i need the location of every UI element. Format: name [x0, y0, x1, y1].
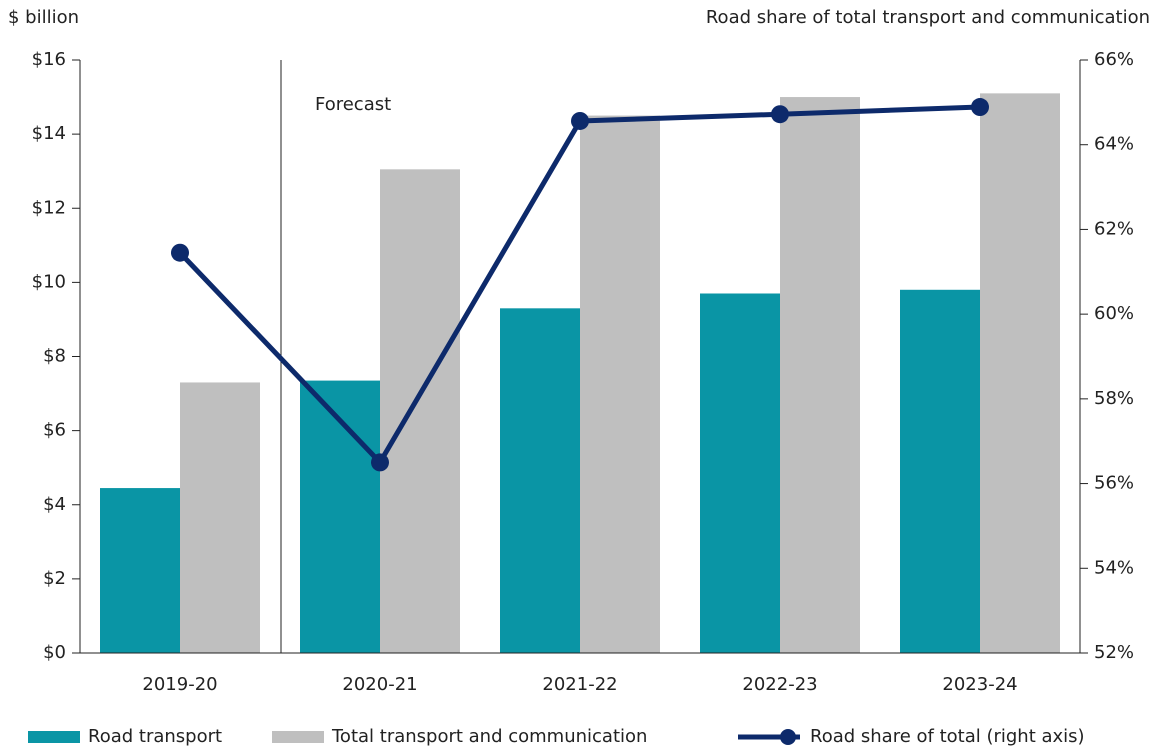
line-point [371, 453, 389, 472]
y2-tick-label: 56% [1094, 473, 1134, 494]
x-tick-label: 2020-21 [342, 674, 417, 695]
legend-swatch [28, 731, 80, 743]
line-point [171, 243, 189, 262]
legend-label: Road transport [88, 726, 222, 747]
bar [780, 97, 860, 653]
bar [580, 115, 660, 653]
y2-tick-label: 60% [1094, 303, 1134, 324]
bar [900, 289, 980, 653]
legend-label: Total transport and communication [331, 726, 647, 747]
legend-label: Road share of total (right axis) [810, 726, 1085, 747]
y2-tick-label: 58% [1094, 388, 1134, 409]
bar [100, 488, 180, 653]
y2-axis-label: Road share of total transport and commun… [706, 7, 1150, 28]
y2-tick-label: 64% [1094, 134, 1134, 155]
bar [180, 382, 260, 653]
y-tick-label: $12 [32, 197, 66, 218]
x-tick-label: 2023-24 [942, 674, 1017, 695]
bar [300, 380, 380, 653]
y-tick-label: $0 [43, 642, 66, 663]
bar [700, 293, 780, 653]
line-point [571, 111, 589, 130]
bar [500, 308, 580, 653]
x-tick-label: 2021-22 [542, 674, 617, 695]
y2-tick-label: 54% [1094, 557, 1134, 578]
y-tick-label: $10 [32, 271, 66, 292]
x-tick-label: 2019-20 [142, 674, 217, 695]
line-point [771, 105, 789, 124]
y-tick-label: $14 [32, 123, 66, 144]
y-tick-label: $6 [43, 420, 66, 441]
y2-tick-label: 62% [1094, 218, 1134, 239]
legend-swatch [780, 729, 796, 745]
y-tick-label: $4 [43, 494, 66, 515]
y2-tick-label: 66% [1094, 49, 1134, 70]
line-point [971, 98, 989, 117]
y-tick-label: $16 [32, 49, 66, 70]
y-tick-label: $2 [43, 568, 66, 589]
y-axis-label: $ billion [8, 7, 79, 28]
x-tick-label: 2022-23 [742, 674, 817, 695]
bar [380, 169, 460, 653]
y-tick-label: $8 [43, 346, 66, 367]
y2-tick-label: 52% [1094, 642, 1134, 663]
annotation: Forecast [315, 94, 391, 115]
legend-swatch [272, 731, 324, 743]
bar [980, 93, 1060, 653]
